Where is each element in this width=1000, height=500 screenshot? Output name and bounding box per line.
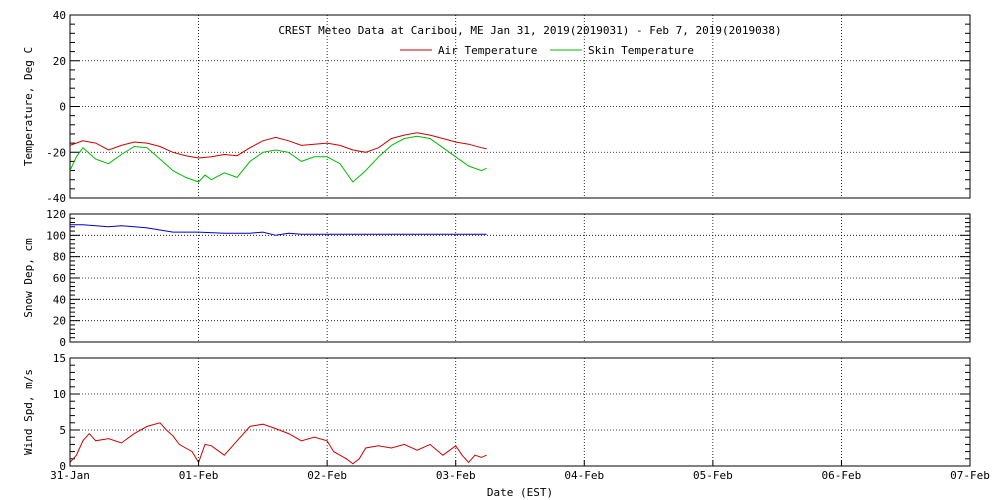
y-tick-label: 100	[46, 229, 66, 242]
legend-air-temperature-label: Air Temperature	[438, 44, 537, 57]
series-line-wind-0	[69, 422, 487, 465]
y-tick-label: 0	[59, 101, 66, 114]
y-tick-label: -20	[46, 146, 66, 159]
legend-skin-temperature-label: Skin Temperature	[588, 44, 694, 57]
panel-snow: 0 20 40 60 80 100 120 Snow Dep, cm	[22, 208, 971, 349]
y-tick-label: 0	[59, 336, 66, 349]
y-tick-label: 80	[53, 251, 66, 264]
y-axis-label-wind: Wind Spd, m/s	[22, 369, 35, 455]
panel-frame	[69, 357, 971, 467]
panel-temperature: -40 -20 0 20 40 Temperature, Deg C	[22, 9, 971, 205]
y-tick-label: 120	[46, 208, 66, 221]
y-tick-label: 20	[53, 315, 66, 328]
chart-panels: -40 -20 0 20 40 Temperature, Deg C 0 20 40 60 80 10…	[22, 9, 990, 482]
x-axis-label: Date (EST)	[487, 486, 553, 499]
y-axis-label-temperature: Temperature, Deg C	[22, 47, 35, 166]
x-tick-label: 01-Feb	[179, 469, 219, 482]
x-tick-label: 07-Feb	[950, 469, 990, 482]
y-tick-label: 40	[53, 9, 66, 22]
y-tick-label: 60	[53, 272, 66, 285]
chart-title: CREST Meteo Data at Caribou, ME Jan 31, …	[278, 24, 781, 37]
series-line-snow-0	[70, 224, 487, 236]
panel-wind: 0 5 10 15 Wind Spd, m/s	[22, 352, 971, 473]
x-tick-label: 03-Feb	[436, 469, 476, 482]
y-tick-label: 10	[53, 388, 66, 401]
x-tick-label: 02-Feb	[307, 469, 347, 482]
y-tick-label: -40	[46, 192, 66, 205]
x-tick-label: 04-Feb	[564, 469, 604, 482]
panel-frame	[69, 213, 971, 343]
x-tick-label: 05-Feb	[693, 469, 733, 482]
x-tick-label: 31-Jan	[50, 469, 90, 482]
y-tick-label: 0	[59, 460, 66, 473]
y-axis-label-snow: Snow Dep, cm	[22, 238, 35, 318]
x-tick-label: 06-Feb	[822, 469, 862, 482]
y-tick-label: 20	[53, 55, 66, 68]
y-tick-label: 15	[53, 352, 66, 365]
y-tick-label: 40	[53, 293, 66, 306]
y-tick-label: 5	[59, 424, 66, 437]
series-line-temperature-0	[69, 132, 487, 159]
series-line-temperature-1	[69, 135, 487, 183]
chart-legend: Air Temperature Skin Temperature	[400, 44, 694, 57]
panel-frame	[69, 14, 971, 199]
